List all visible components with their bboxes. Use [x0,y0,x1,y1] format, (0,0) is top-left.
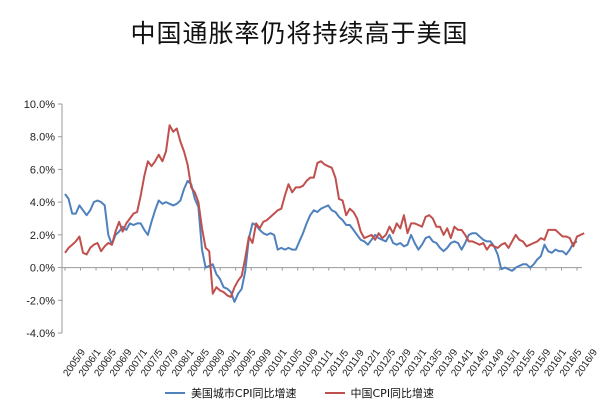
legend-label-cn: 中国CPI同比增速 [350,387,435,400]
y-tick-label: -4.0% [26,328,55,340]
legend-label-us: 美国城市CPI同比增速 [190,387,297,400]
series-line-china-cpi [64,124,585,298]
y-tick-label: 2.0% [30,230,55,242]
series-line-us-cpi [64,179,578,303]
y-tick-label: 8.0% [30,132,55,144]
legend-item-cn: 中国CPI同比增速 [324,385,435,401]
y-tick-label: 10.0% [24,99,55,111]
y-tick-label: 4.0% [30,197,55,209]
y-tick-label: -2.0% [26,295,55,307]
y-tick-label: 6.0% [30,164,55,176]
legend: 美国城市CPI同比增速 中国CPI同比增速 [0,385,599,401]
y-tick-label: 0.0% [30,263,55,275]
legend-swatch-us [164,392,185,394]
legend-swatch-cn [324,392,345,394]
legend-item-us: 美国城市CPI同比增速 [164,385,297,401]
chart-title: 中国通胀率仍将持续高于美国 [130,19,469,48]
